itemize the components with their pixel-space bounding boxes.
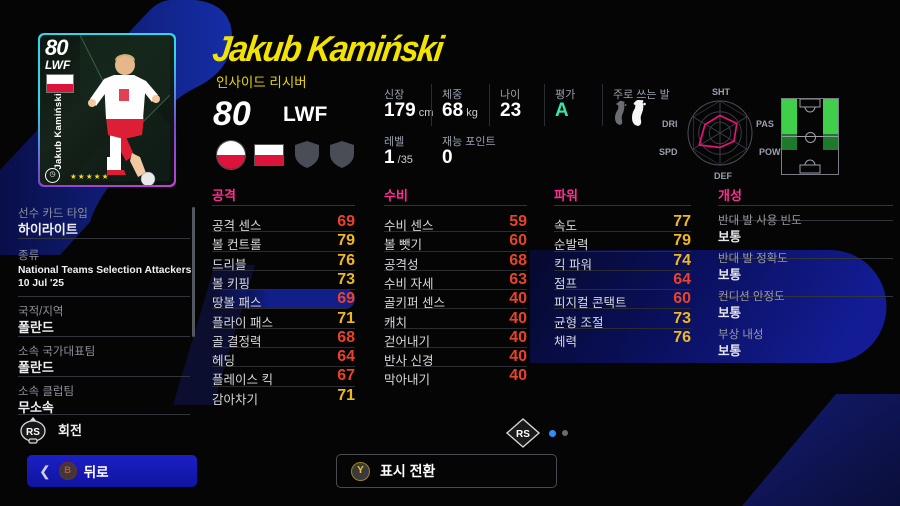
svg-text:RS: RS [26, 427, 40, 438]
svg-text:RS: RS [516, 429, 530, 440]
